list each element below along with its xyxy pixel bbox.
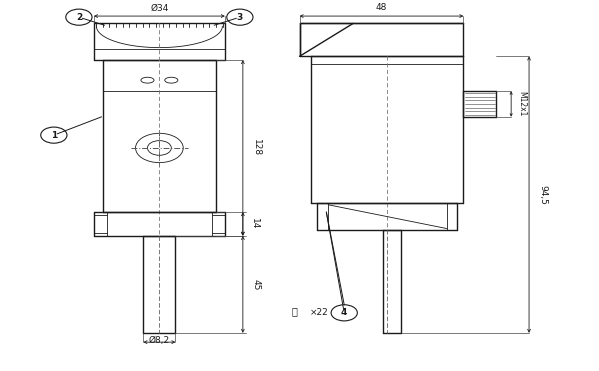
- Text: 4: 4: [341, 308, 347, 317]
- Text: 48: 48: [376, 3, 387, 12]
- Text: 2: 2: [75, 13, 82, 22]
- Text: M12x1: M12x1: [517, 91, 526, 117]
- Text: 3: 3: [237, 13, 243, 22]
- Text: 14: 14: [250, 218, 259, 230]
- Text: 1: 1: [51, 131, 57, 139]
- Text: Ø34: Ø34: [150, 3, 168, 12]
- Text: 45: 45: [252, 279, 261, 290]
- Text: 128: 128: [252, 139, 261, 157]
- Text: 94,5: 94,5: [538, 185, 547, 205]
- Text: ⫰: ⫰: [292, 306, 298, 316]
- Text: ×22: ×22: [310, 308, 328, 317]
- Text: Ø8,2: Ø8,2: [149, 336, 170, 345]
